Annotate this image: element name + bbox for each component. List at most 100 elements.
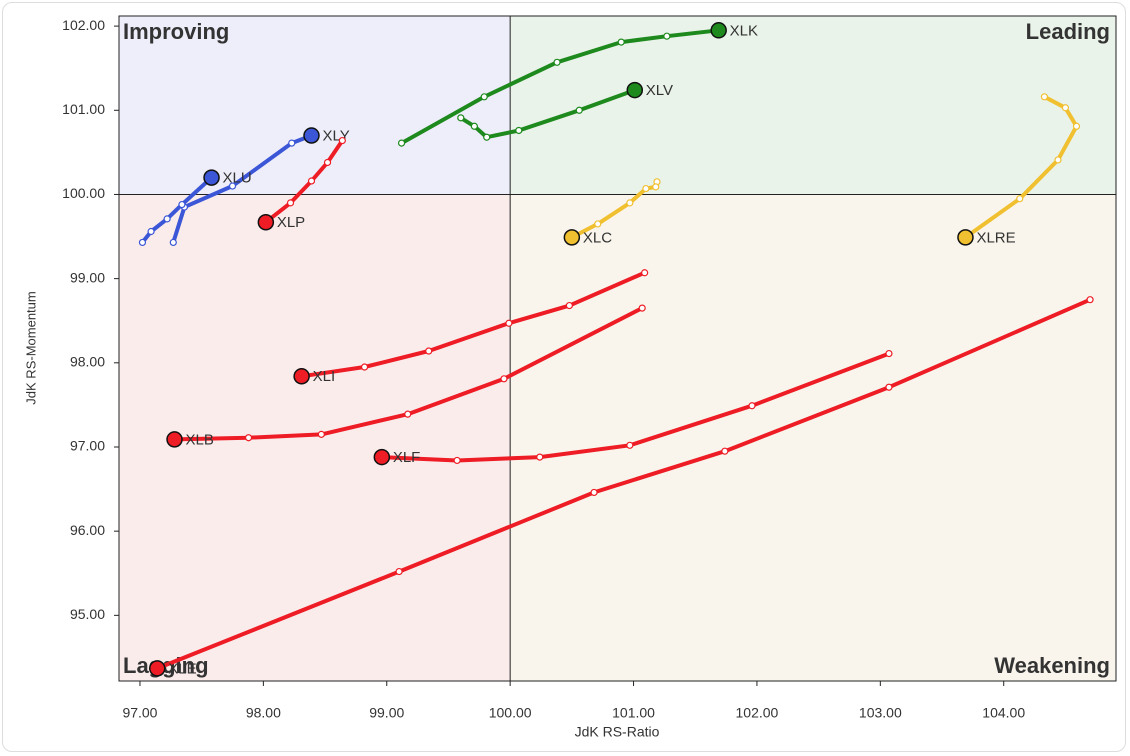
tail-point [1040,93,1049,101]
tail-point [483,133,491,141]
y-tick-label: 102.00 [62,17,105,33]
tail-point [617,38,625,46]
tail [379,351,891,463]
y-tick-label: 100.00 [62,185,105,201]
quadrant [119,16,511,195]
tail-point [1072,122,1081,130]
tail-point [404,410,412,418]
series-label: XLV [646,82,673,99]
series-label: XLF [393,449,421,466]
tail-point [228,182,237,190]
x-tick-label: 97.00 [122,705,157,721]
y-axis-label: JdK RS-Momentum [23,291,38,404]
tail-point [1086,296,1094,304]
x-tick-label: 98.00 [246,705,281,721]
axes: 97.00 98.00 99.00 100.00 101.00 102.00 103.00 1… [62,15,1117,721]
series-label: XLB [186,431,214,448]
x-tick-label: 102.00 [736,705,779,721]
tail-point [590,488,598,497]
tail-point [470,122,478,130]
tail-point [288,139,296,147]
series-label: XLE [168,660,196,677]
tail-point [178,200,186,209]
tail-point [338,136,346,145]
tail-point [425,347,433,355]
tail-point [505,319,513,327]
quadrant [510,194,1116,682]
y-tick-label: 99.00 [70,269,105,285]
series-label: XLU [223,170,252,187]
y-tick-label: 97.00 [70,438,105,454]
head-point [626,81,644,99]
tail-point [138,238,147,247]
tail-point [638,304,646,312]
x-tick-label: 99.00 [369,705,404,721]
tail [399,28,721,146]
tail-point [163,215,171,223]
x-axis-label: JdK RS-Ratio [575,724,660,740]
tail-point [885,383,893,391]
tail-point [885,349,893,358]
plot-border [118,15,1117,682]
y-tick-label: 95.00 [70,606,105,622]
x-tick-label: 101.00 [612,705,655,721]
quadrant-label: Improving [123,19,229,44]
tail-point [626,441,634,449]
tail [299,270,647,379]
tail [963,94,1079,240]
head-point [303,127,320,144]
y-tick-label: 96.00 [70,522,105,538]
x-tick-label: 104.00 [982,705,1025,721]
series-label: XLI [313,368,336,385]
series-label: XLC [583,229,612,246]
tail-point [594,220,602,228]
tail-point [286,199,295,207]
tail [172,306,645,442]
tail-point [457,114,465,122]
tail-point [553,58,561,66]
tail-point [565,301,573,310]
tail-point [652,183,660,191]
head-point [563,229,581,246]
tail-point [395,567,403,576]
tail-point [500,375,508,383]
tail-point [515,126,523,135]
tail-point [397,139,406,147]
x-tick-label: 103.00 [859,705,902,721]
head-point [957,229,974,246]
head-point [710,22,727,39]
series-label: XLRE [976,229,1015,246]
tail-point [169,238,177,247]
y-tick-label: 98.00 [70,354,105,370]
tail-point [360,363,369,371]
tail-point [663,32,671,40]
tail-point [244,434,253,442]
tail-point [1016,195,1024,203]
tail-point [642,184,650,193]
tail-point [307,177,316,185]
quadrant-label: Weakening [994,653,1110,678]
series-label: XLK [730,22,758,39]
tail-point [480,93,488,101]
y-tick-label: 101.00 [62,101,105,117]
tail-point [641,269,649,277]
tail-point [626,199,634,207]
tail-point [575,106,583,114]
tail-point [536,453,544,461]
tail-point [1061,104,1070,112]
head-point [293,368,310,385]
tail-point [1054,156,1062,164]
tail-point [453,456,461,465]
head-point [166,431,183,448]
head-point [257,213,275,231]
tail-point [147,227,155,236]
tail-point [323,158,332,167]
tail-point [317,430,325,438]
x-tick-label: 100.00 [489,705,532,721]
quadrant-label: Leading [1026,19,1110,44]
tail [155,297,1093,671]
series-label: XLP [277,214,305,231]
